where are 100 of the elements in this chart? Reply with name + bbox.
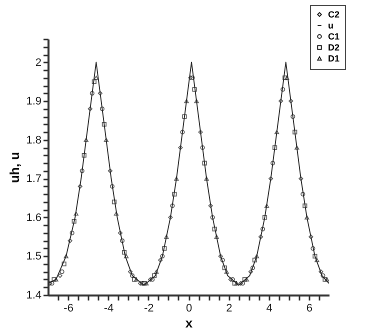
x-tick-label: 6	[306, 302, 312, 314]
x-tick-label: -6	[64, 302, 74, 314]
point	[104, 138, 109, 142]
point	[322, 277, 328, 282]
point	[250, 266, 256, 270]
point	[100, 106, 105, 112]
point	[280, 87, 286, 92]
point	[212, 226, 217, 232]
point	[138, 281, 143, 286]
point	[72, 218, 76, 224]
point	[312, 254, 318, 259]
legend-label: D1	[328, 54, 340, 64]
point	[62, 262, 66, 266]
point	[168, 215, 173, 220]
x-tick-label: -4	[104, 302, 114, 314]
point	[102, 122, 107, 127]
point	[234, 281, 239, 286]
point	[278, 98, 284, 104]
point	[288, 98, 294, 104]
point	[248, 269, 254, 274]
point	[98, 90, 103, 96]
point	[318, 269, 324, 274]
point	[70, 230, 74, 236]
point	[92, 79, 96, 84]
point	[158, 258, 163, 262]
point	[222, 266, 227, 270]
x-tick-label: -2	[144, 302, 154, 314]
point	[108, 168, 113, 174]
point	[308, 234, 314, 240]
point	[194, 98, 199, 104]
point	[152, 273, 157, 278]
point	[214, 234, 219, 239]
y-tick-label: 1.9	[26, 96, 42, 108]
point	[50, 281, 54, 286]
point	[244, 277, 250, 282]
point	[258, 234, 264, 240]
point	[242, 277, 248, 282]
legend-label: C1	[328, 32, 340, 42]
point	[220, 258, 225, 262]
point	[110, 184, 115, 189]
point	[310, 246, 316, 251]
point	[190, 75, 195, 80]
point	[124, 254, 129, 258]
legend-label: D2	[328, 42, 340, 52]
y-tick-label: 1.5	[26, 250, 42, 263]
point	[150, 277, 155, 282]
y-tick-label: 1.4	[26, 290, 42, 302]
point	[88, 106, 92, 112]
point	[54, 277, 58, 282]
point	[200, 145, 205, 150]
point	[208, 203, 213, 208]
point	[290, 114, 296, 119]
y-tick-label: 1.7	[26, 173, 42, 186]
point	[64, 254, 68, 258]
point	[80, 168, 84, 174]
point	[274, 130, 280, 134]
point	[292, 130, 298, 134]
point	[144, 281, 149, 286]
point	[268, 176, 274, 181]
point	[172, 192, 177, 196]
point	[134, 277, 139, 282]
point	[60, 269, 64, 274]
point	[198, 130, 203, 134]
point	[112, 200, 117, 204]
y-axis-title: uh, u	[7, 152, 22, 184]
point	[114, 211, 119, 216]
point	[210, 215, 215, 220]
point	[160, 254, 165, 259]
point	[224, 270, 229, 274]
point	[320, 273, 326, 278]
point	[218, 254, 223, 259]
point	[294, 146, 300, 150]
point	[58, 273, 62, 278]
point	[180, 130, 185, 134]
point	[204, 176, 209, 181]
point	[52, 277, 56, 282]
point	[270, 160, 276, 166]
legend-label: u	[328, 20, 334, 30]
point	[162, 246, 167, 251]
point	[254, 254, 260, 258]
point	[120, 238, 125, 244]
y-tick-label: 1.6	[26, 212, 42, 224]
point	[238, 281, 244, 286]
point	[192, 87, 197, 92]
x-tick-label: 0	[186, 302, 192, 314]
point	[118, 230, 123, 236]
point	[272, 145, 278, 150]
point	[178, 145, 183, 150]
point	[94, 76, 98, 80]
point	[230, 277, 235, 282]
point	[68, 238, 72, 244]
point	[202, 160, 207, 166]
point	[232, 281, 237, 286]
point	[174, 176, 179, 181]
point	[264, 204, 270, 208]
point	[282, 75, 288, 80]
point	[132, 277, 137, 282]
point	[154, 270, 159, 274]
point	[130, 273, 135, 278]
point	[324, 277, 329, 282]
